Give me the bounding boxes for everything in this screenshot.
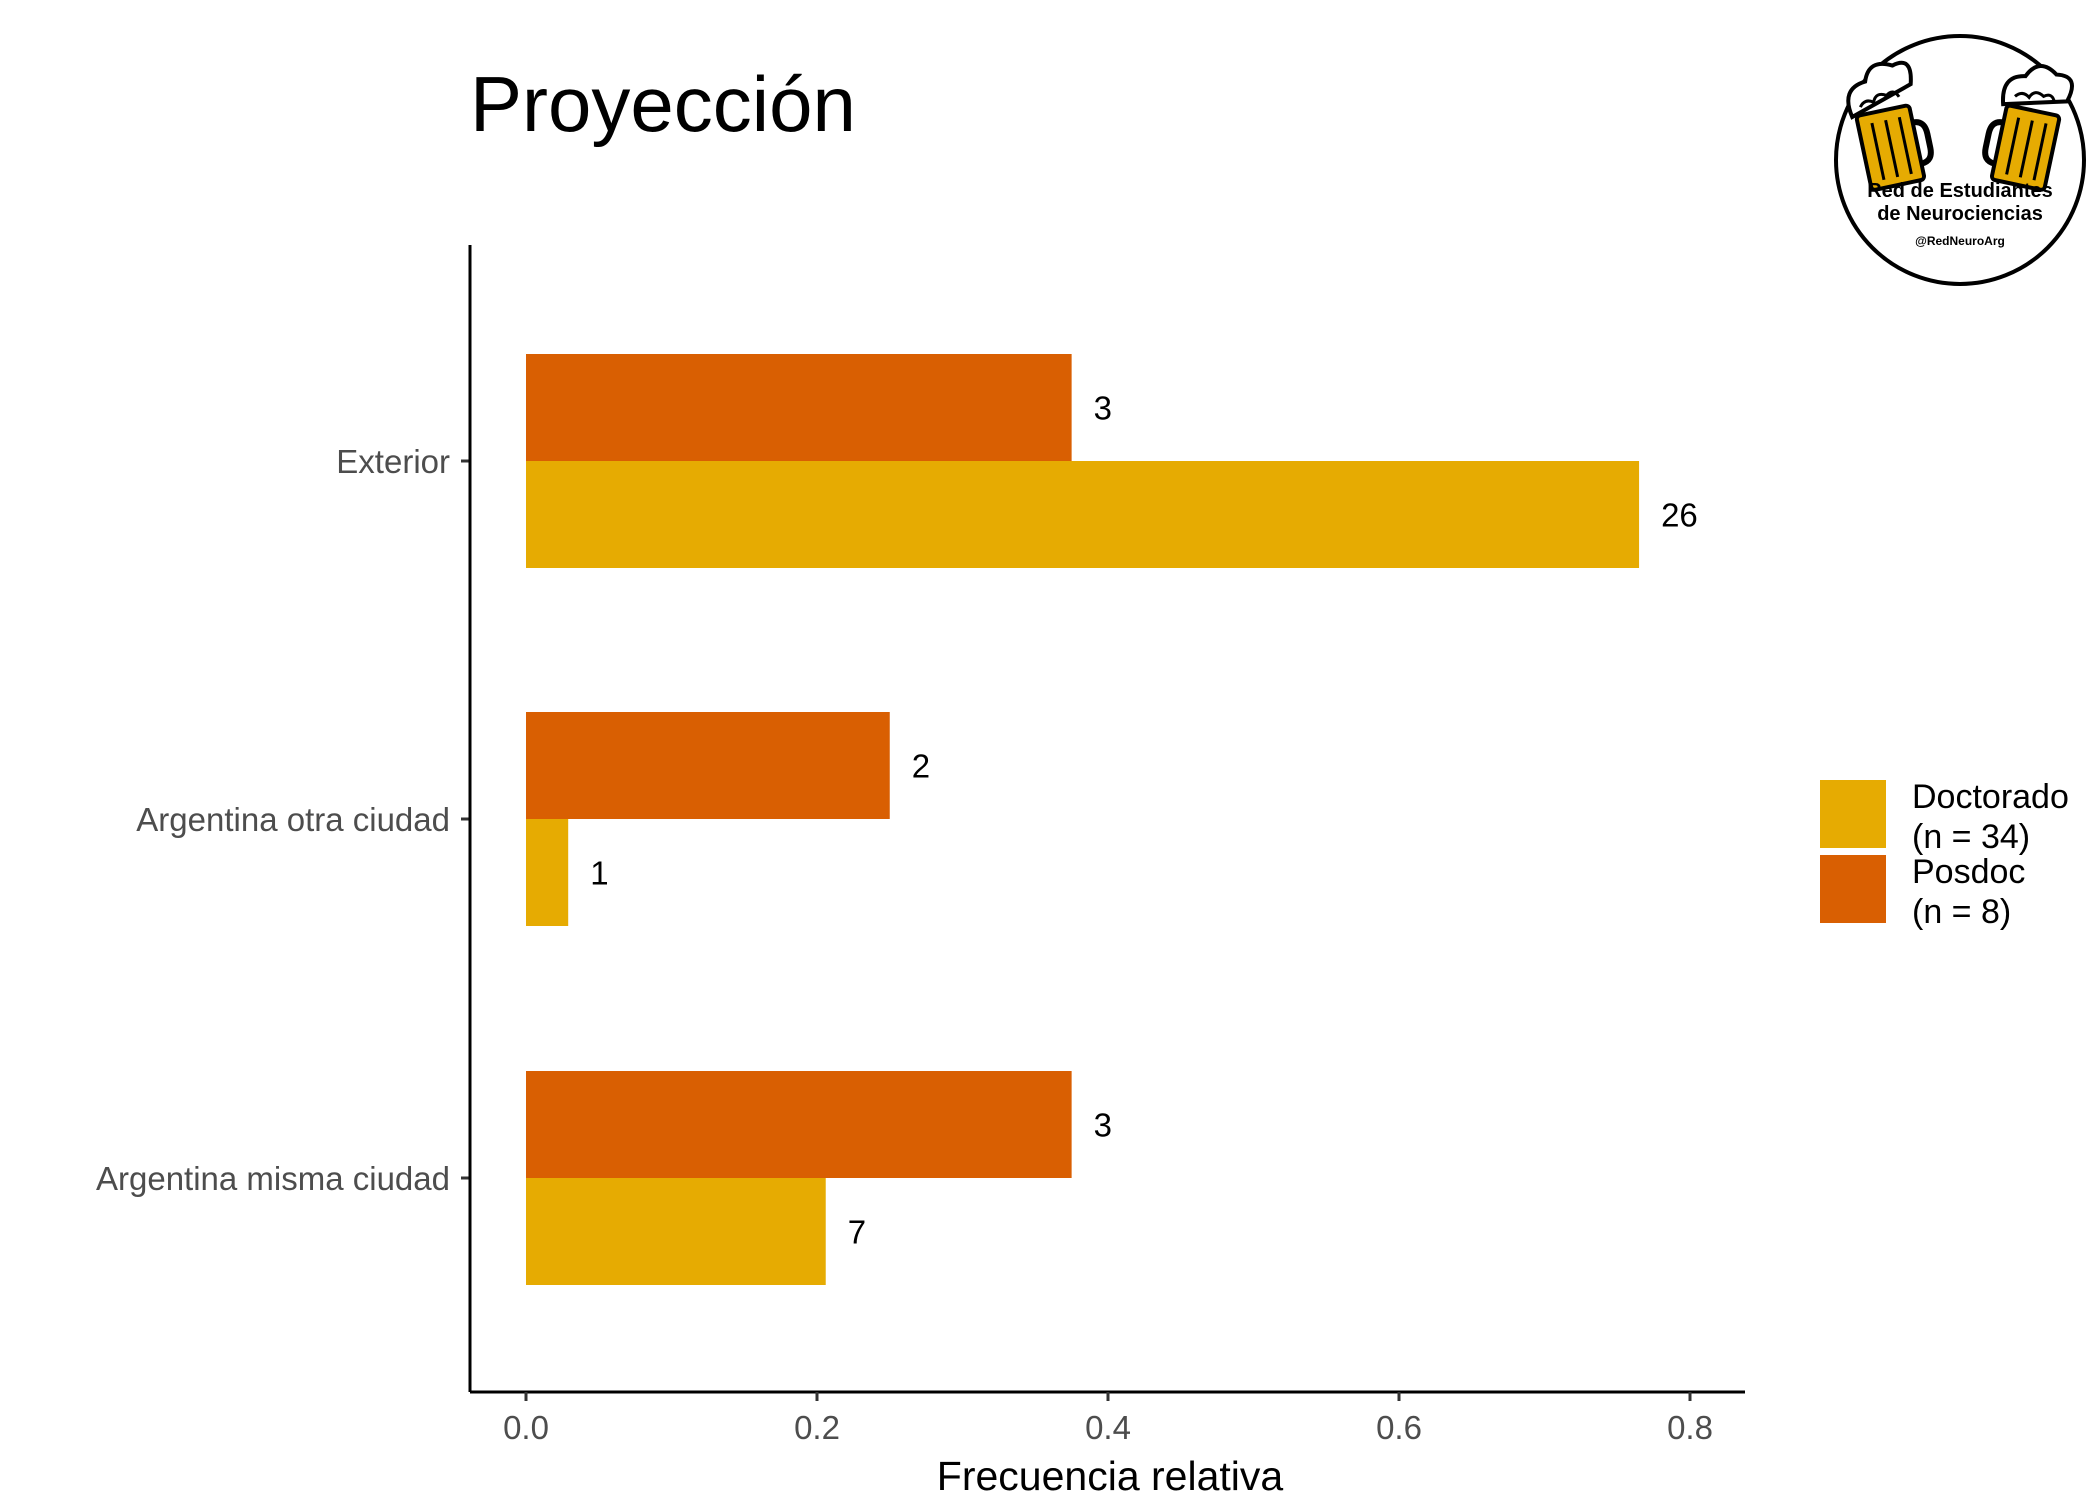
legend-label-posdoc: Posdoc [1912,853,2025,891]
beer-mug-right-icon [1982,64,2074,192]
y-tick-label: Argentina otra ciudad [136,801,450,838]
logo-line2: de Neurociencias [1877,203,2043,225]
bar-doctorado-2 [526,1178,826,1285]
x-tick-label: 0.4 [1085,1409,1131,1446]
chart-title: Proyección [470,60,856,148]
y-axis: Exterior Argentina otra ciudad Argentina m… [96,245,472,1392]
legend: Doctorado(n = 34)Posdoc(n = 8) [1820,778,2069,931]
data-label-posdoc-0: 3 [1094,390,1112,427]
y-tick-label: Argentina misma ciudad [96,1160,450,1197]
legend-key-posdoc [1820,855,1886,923]
bar-doctorado-0 [526,461,1640,568]
legend-label-doctorado: Doctorado [1912,778,2069,816]
x-axis: 0.0 0.2 0.4 0.6 0.8 [470,1390,1745,1446]
logo-line1: Red de Estudiantes [1867,180,2053,202]
logo-handle: @RedNeuroArg [1915,234,2005,248]
legend-key-doctorado [1820,780,1886,848]
data-label-doctorado-1: 1 [590,855,608,892]
data-label-doctorado-2: 7 [848,1214,866,1251]
bar-posdoc-2 [526,1071,1072,1178]
x-tick-label: 0.6 [1376,1409,1422,1446]
legend-label-posdoc: (n = 8) [1912,893,2011,931]
x-tick-label: 0.0 [503,1409,549,1446]
x-tick-label: 0.2 [794,1409,840,1446]
legend-label-doctorado: (n = 34) [1912,818,2030,856]
plot-area: 3 26 2 1 3 7 [526,354,1698,1285]
bar-posdoc-1 [526,712,890,819]
x-axis-title: Frecuencia relativa [937,1453,1284,1499]
bar-posdoc-0 [526,354,1072,461]
data-label-posdoc-1: 2 [912,748,930,785]
logo: Red de Estudiantes de Neurociencias @Red… [1834,34,2086,286]
beer-mug-left-icon [1846,60,1934,192]
y-tick-label: Exterior [336,443,450,480]
bar-doctorado-1 [526,819,569,926]
x-tick-label: 0.8 [1667,1409,1713,1446]
data-label-posdoc-2: 3 [1094,1107,1112,1144]
data-label-doctorado-0: 26 [1661,497,1698,534]
